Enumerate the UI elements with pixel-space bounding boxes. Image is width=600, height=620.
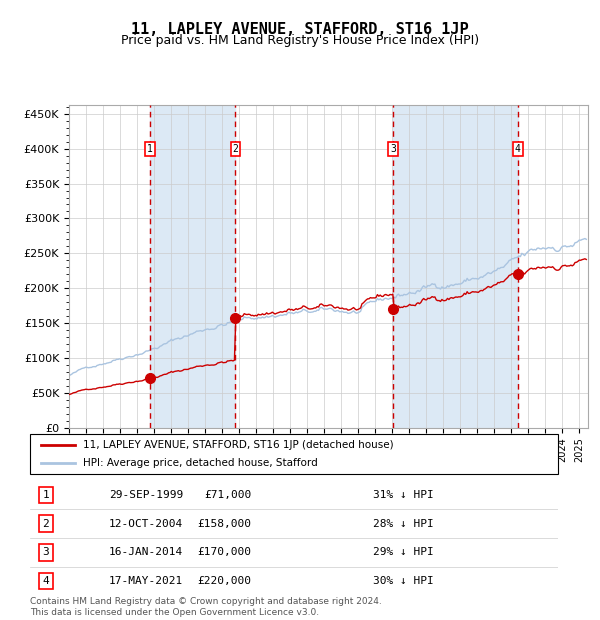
Text: 11, LAPLEY AVENUE, STAFFORD, ST16 1JP (detached house): 11, LAPLEY AVENUE, STAFFORD, ST16 1JP (d… <box>83 440 394 450</box>
Text: £220,000: £220,000 <box>198 576 252 586</box>
Text: 1: 1 <box>147 144 153 154</box>
Text: 31% ↓ HPI: 31% ↓ HPI <box>373 490 434 500</box>
Text: 29-SEP-1999: 29-SEP-1999 <box>109 490 184 500</box>
Text: 29% ↓ HPI: 29% ↓ HPI <box>373 547 434 557</box>
Text: Price paid vs. HM Land Registry's House Price Index (HPI): Price paid vs. HM Land Registry's House … <box>121 34 479 47</box>
Text: 4: 4 <box>43 576 49 586</box>
Text: 28% ↓ HPI: 28% ↓ HPI <box>373 518 434 528</box>
Text: 11, LAPLEY AVENUE, STAFFORD, ST16 1JP: 11, LAPLEY AVENUE, STAFFORD, ST16 1JP <box>131 22 469 37</box>
Text: 2: 2 <box>43 518 49 528</box>
Text: Contains HM Land Registry data © Crown copyright and database right 2024.
This d: Contains HM Land Registry data © Crown c… <box>30 598 382 617</box>
Text: 4: 4 <box>515 144 521 154</box>
Text: £71,000: £71,000 <box>205 490 252 500</box>
Text: 16-JAN-2014: 16-JAN-2014 <box>109 547 184 557</box>
Text: 12-OCT-2004: 12-OCT-2004 <box>109 518 184 528</box>
Bar <box>150 105 235 428</box>
Text: HPI: Average price, detached house, Stafford: HPI: Average price, detached house, Staf… <box>83 458 317 468</box>
Text: £170,000: £170,000 <box>198 547 252 557</box>
Text: 2: 2 <box>232 144 238 154</box>
Bar <box>393 105 518 428</box>
Text: 17-MAY-2021: 17-MAY-2021 <box>109 576 184 586</box>
Text: 1: 1 <box>43 490 49 500</box>
FancyBboxPatch shape <box>30 434 558 474</box>
Text: 3: 3 <box>43 547 49 557</box>
Text: 3: 3 <box>390 144 396 154</box>
Text: 30% ↓ HPI: 30% ↓ HPI <box>373 576 434 586</box>
Text: £158,000: £158,000 <box>198 518 252 528</box>
